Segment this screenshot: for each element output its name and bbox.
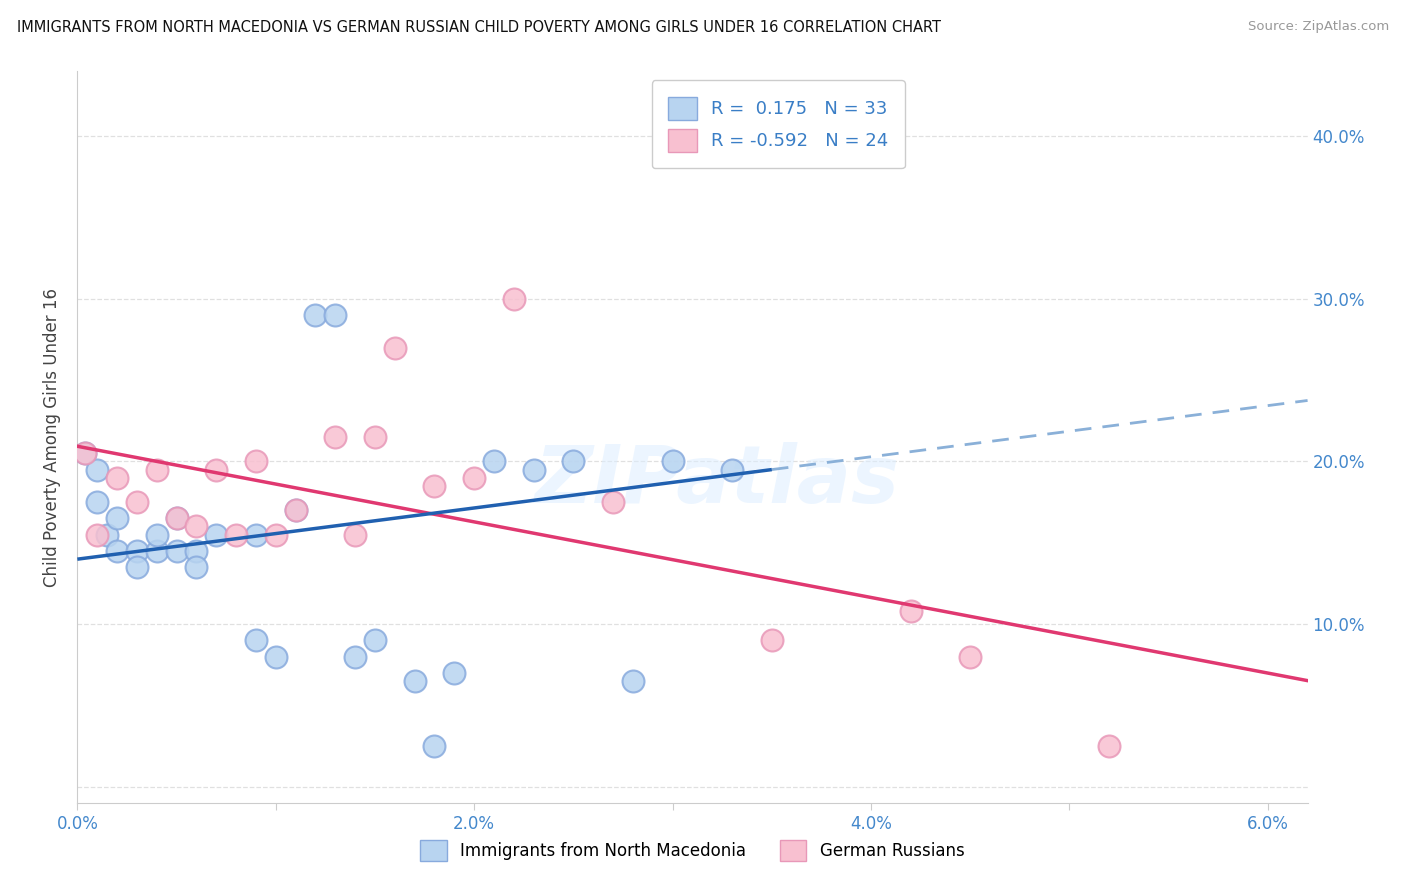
Point	[245, 633, 267, 648]
Point	[166, 511, 188, 525]
Point	[186, 519, 208, 533]
Point	[323, 308, 346, 322]
Point	[186, 544, 208, 558]
Point	[86, 462, 108, 476]
Text: Source: ZipAtlas.com: Source: ZipAtlas.com	[1249, 20, 1389, 33]
Point	[900, 604, 922, 618]
Point	[205, 462, 228, 476]
Point	[721, 462, 744, 476]
Point	[145, 462, 167, 476]
Point	[125, 544, 148, 558]
Point	[166, 511, 188, 525]
Point	[661, 454, 683, 468]
Point	[443, 665, 465, 680]
Point	[761, 633, 783, 648]
Point	[105, 471, 128, 485]
Point	[364, 430, 387, 444]
Point	[284, 503, 307, 517]
Point	[245, 527, 267, 541]
Point	[344, 649, 367, 664]
Point	[761, 113, 783, 128]
Point	[86, 495, 108, 509]
Point	[186, 560, 208, 574]
Point	[323, 430, 346, 444]
Text: IMMIGRANTS FROM NORTH MACEDONIA VS GERMAN RUSSIAN CHILD POVERTY AMONG GIRLS UNDE: IMMIGRANTS FROM NORTH MACEDONIA VS GERMA…	[17, 20, 941, 35]
Point	[602, 495, 624, 509]
Point	[105, 544, 128, 558]
Point	[482, 454, 505, 468]
Point	[264, 527, 287, 541]
Text: ZIPatlas: ZIPatlas	[534, 442, 900, 520]
Point	[145, 527, 167, 541]
Point	[145, 544, 167, 558]
Point	[364, 633, 387, 648]
Point	[562, 454, 585, 468]
Point	[423, 739, 446, 753]
Y-axis label: Child Poverty Among Girls Under 16: Child Poverty Among Girls Under 16	[44, 287, 62, 587]
Point	[225, 527, 247, 541]
Point	[125, 560, 148, 574]
Point	[523, 462, 546, 476]
Point	[284, 503, 307, 517]
Point	[245, 454, 267, 468]
Point	[105, 511, 128, 525]
Point	[621, 673, 644, 688]
Point	[1098, 739, 1121, 753]
Point	[959, 649, 981, 664]
Point	[96, 527, 118, 541]
Point	[166, 544, 188, 558]
Point	[384, 341, 406, 355]
Point	[404, 673, 426, 688]
Point	[344, 527, 367, 541]
Legend: Immigrants from North Macedonia, German Russians: Immigrants from North Macedonia, German …	[413, 833, 972, 868]
Point	[423, 479, 446, 493]
Point	[205, 527, 228, 541]
Point	[75, 446, 97, 460]
Point	[463, 471, 485, 485]
Point	[264, 649, 287, 664]
Point	[86, 527, 108, 541]
Point	[502, 292, 524, 306]
Point	[75, 446, 97, 460]
Point	[125, 495, 148, 509]
Point	[304, 308, 326, 322]
